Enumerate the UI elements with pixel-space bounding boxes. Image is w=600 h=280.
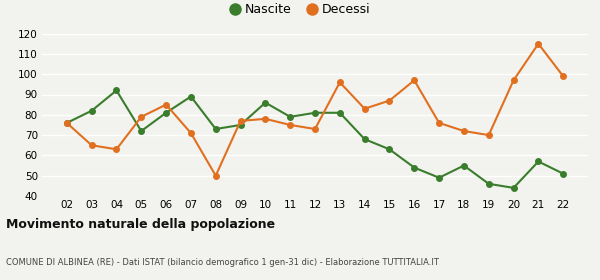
Decessi bbox=[386, 99, 393, 102]
Nascite bbox=[137, 129, 145, 133]
Nascite bbox=[436, 176, 443, 179]
Nascite bbox=[510, 186, 517, 190]
Decessi bbox=[88, 144, 95, 147]
Decessi bbox=[237, 119, 244, 123]
Decessi bbox=[336, 81, 343, 84]
Decessi bbox=[485, 134, 493, 137]
Decessi bbox=[311, 127, 319, 131]
Decessi bbox=[361, 107, 368, 110]
Nascite bbox=[410, 166, 418, 169]
Decessi bbox=[287, 123, 294, 127]
Decessi bbox=[262, 117, 269, 121]
Decessi bbox=[510, 79, 517, 82]
Decessi bbox=[137, 115, 145, 118]
Decessi bbox=[113, 148, 120, 151]
Line: Decessi: Decessi bbox=[64, 41, 566, 178]
Decessi bbox=[436, 121, 443, 125]
Nascite bbox=[113, 89, 120, 92]
Decessi bbox=[212, 174, 220, 178]
Decessi bbox=[535, 42, 542, 45]
Nascite bbox=[386, 148, 393, 151]
Decessi bbox=[460, 129, 467, 133]
Text: COMUNE DI ALBINEA (RE) - Dati ISTAT (bilancio demografico 1 gen-31 dic) - Elabor: COMUNE DI ALBINEA (RE) - Dati ISTAT (bil… bbox=[6, 258, 439, 267]
Line: Nascite: Nascite bbox=[64, 88, 566, 191]
Nascite bbox=[336, 111, 343, 115]
Nascite bbox=[560, 172, 567, 175]
Decessi bbox=[187, 131, 194, 135]
Decessi bbox=[63, 121, 70, 125]
Nascite bbox=[460, 164, 467, 167]
Decessi bbox=[410, 79, 418, 82]
Nascite bbox=[212, 127, 220, 131]
Nascite bbox=[187, 95, 194, 98]
Nascite bbox=[311, 111, 319, 115]
Nascite bbox=[535, 160, 542, 163]
Legend: Nascite, Decessi: Nascite, Decessi bbox=[230, 3, 370, 17]
Nascite bbox=[237, 123, 244, 127]
Decessi bbox=[163, 103, 170, 106]
Nascite bbox=[485, 182, 493, 185]
Nascite bbox=[361, 137, 368, 141]
Nascite bbox=[287, 115, 294, 118]
Nascite bbox=[163, 111, 170, 115]
Nascite bbox=[88, 109, 95, 113]
Text: Movimento naturale della popolazione: Movimento naturale della popolazione bbox=[6, 218, 275, 231]
Decessi bbox=[560, 74, 567, 78]
Nascite bbox=[63, 121, 70, 125]
Nascite bbox=[262, 101, 269, 104]
